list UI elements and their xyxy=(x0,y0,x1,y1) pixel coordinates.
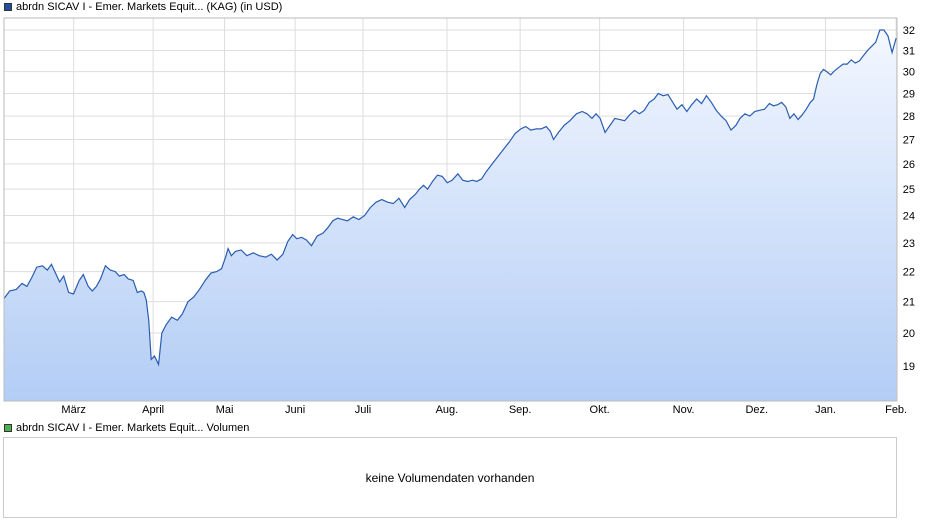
x-tick-label: Juni xyxy=(285,404,305,416)
y-tick-label: 24 xyxy=(903,210,915,222)
plot-frame xyxy=(3,17,898,402)
x-tick-label: Mai xyxy=(216,404,234,416)
y-tick-label: 19 xyxy=(903,361,915,373)
volume-legend: abrdn SICAV I - Emer. Markets Equit... V… xyxy=(4,421,249,435)
volume-legend-label: abrdn SICAV I - Emer. Markets Equit... V… xyxy=(16,422,250,434)
y-tick-label: 31 xyxy=(903,45,915,57)
volume-panel: keine Volumendaten vorhanden xyxy=(3,437,897,518)
y-tick-label: 29 xyxy=(903,88,915,100)
price-legend-swatch xyxy=(4,3,12,11)
y-tick-label: 28 xyxy=(903,111,915,123)
x-tick-label: April xyxy=(142,404,164,416)
price-legend: abrdn SICAV I - Emer. Markets Equit... (… xyxy=(4,0,282,14)
x-axis-labels: März April Mai Juni Juli Aug. Sep. Okt. Nov. Dez.… xyxy=(61,404,907,416)
price-line xyxy=(3,29,897,367)
x-tick-label: Sep. xyxy=(509,404,532,416)
y-tick-label: 32 xyxy=(903,25,915,37)
y-axis-labels: 19 20 21 22 23 24 25 26 27 28 29 30 31 32 xyxy=(903,25,915,373)
x-tick-label: Feb. xyxy=(885,404,907,416)
x-tick-label: Dez. xyxy=(745,404,768,416)
volume-legend-swatch xyxy=(4,424,12,432)
volume-empty-message: keine Volumendaten vorhanden xyxy=(365,471,535,485)
y-tick-label: 23 xyxy=(903,238,915,250)
price-legend-label: abrdn SICAV I - Emer. Markets Equit... (… xyxy=(16,1,283,13)
x-tick-label: März xyxy=(61,404,85,416)
y-tick-label: 30 xyxy=(903,67,915,79)
x-tick-label: Aug. xyxy=(436,404,459,416)
x-tick-label: Nov. xyxy=(673,404,695,416)
x-tick-label: Juli xyxy=(355,404,372,416)
y-tick-label: 25 xyxy=(903,184,915,196)
y-tick-label: 26 xyxy=(903,159,915,171)
y-tick-label: 27 xyxy=(903,135,915,147)
x-tick-label: Okt. xyxy=(590,404,610,416)
y-tick-label: 20 xyxy=(903,328,915,340)
x-tick-label: Jan. xyxy=(815,404,836,416)
price-area xyxy=(4,29,897,401)
y-tick-label: 21 xyxy=(903,297,915,309)
y-tick-label: 22 xyxy=(903,267,915,279)
